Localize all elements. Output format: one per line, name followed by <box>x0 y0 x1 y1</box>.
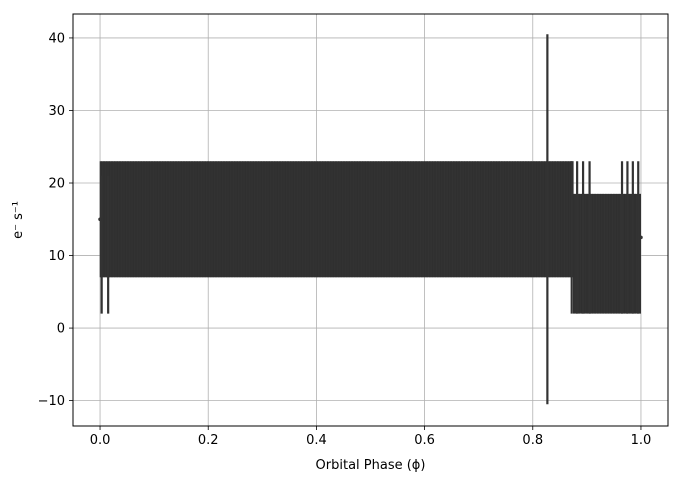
ticks: 0.0 0.2 0.4 0.6 0.8 1.0 −10 0 10 20 30 40 <box>38 31 652 448</box>
y-tick-label: −10 <box>38 394 65 409</box>
data-layer <box>98 34 643 405</box>
data-point <box>98 217 102 222</box>
data-oscillation <box>573 193 641 314</box>
x-tick-label: 1.0 <box>631 433 652 448</box>
x-tick-label: 0.6 <box>414 433 435 448</box>
x-tick-label: 0.4 <box>306 433 327 448</box>
plot-frame <box>72 13 669 427</box>
x-tick-label: 0.2 <box>198 433 219 448</box>
y-tick-label: 10 <box>48 249 65 264</box>
x-tick-label: 0.0 <box>90 433 111 448</box>
y-tick-label: 40 <box>48 31 65 46</box>
x-axis-label: Orbital Phase (ϕ) <box>316 458 426 473</box>
data-point <box>639 235 643 240</box>
y-tick-label: 30 <box>48 104 65 119</box>
y-tick-label: 20 <box>48 177 65 192</box>
y-tick-label: 0 <box>57 322 65 337</box>
x-tick-label: 0.8 <box>522 433 543 448</box>
y-axis-label: e⁻ s⁻¹ <box>11 201 26 239</box>
data-oscillation <box>416 161 574 278</box>
